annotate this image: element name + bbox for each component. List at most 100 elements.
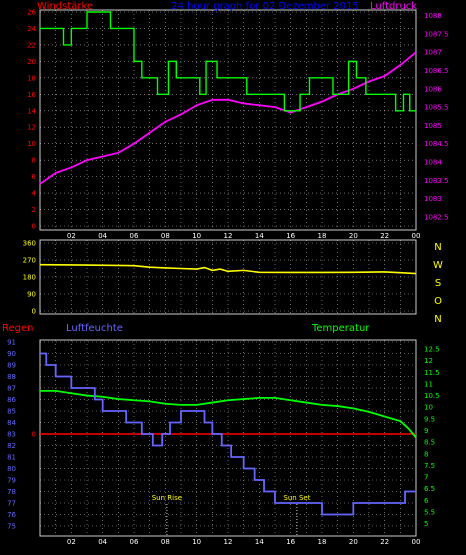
- compass-label: S: [435, 278, 441, 289]
- wind-direction-line: [39, 263, 417, 275]
- humidity-tick: 85: [7, 408, 16, 416]
- pressure-tick: 1087: [424, 49, 442, 57]
- sun-annotation: Sun Rise: [152, 494, 182, 502]
- temperature-tick: 8.5: [424, 439, 435, 447]
- wind-speed-tick: 16: [27, 91, 36, 99]
- pressure-tick: 1085.5: [424, 104, 449, 112]
- temperature-tick: 9: [424, 427, 428, 435]
- humidity-tick: 88: [7, 373, 16, 381]
- x-tick-label: 20: [349, 232, 358, 240]
- temperature-tick: 12.5: [424, 345, 440, 353]
- x-tick-label: 22: [380, 232, 389, 240]
- humidity-tick: 82: [7, 442, 16, 450]
- x-tick-label: 00: [412, 232, 421, 240]
- pressure-tick: 1087.5: [424, 30, 449, 38]
- temperature-tick: 6.5: [424, 485, 435, 493]
- x-tick-label: 04: [98, 538, 107, 546]
- temperature-tick: 12: [424, 357, 433, 365]
- x-tick-label: 02: [67, 232, 76, 240]
- x-tick-label: 22: [380, 538, 389, 546]
- x-tick-label: 10: [192, 538, 201, 546]
- pressure-tick: 1085: [424, 122, 442, 130]
- humidity-tick: 90: [7, 350, 16, 358]
- humidity-tick: 87: [7, 385, 16, 393]
- temperature-tick: 7: [424, 474, 428, 482]
- temperature-tick: 9.5: [424, 415, 435, 423]
- x-tick-label: 10: [192, 232, 201, 240]
- humidity-tick: 81: [7, 454, 16, 462]
- sun-annotation: Sun Set: [283, 494, 310, 502]
- direction-degree-tick: 270: [23, 257, 36, 265]
- wind-speed-tick: 20: [27, 58, 36, 66]
- chart-title: 24 hour graph for 02 Dezember 2015: [171, 1, 359, 12]
- wind-speed-tick: 18: [27, 74, 36, 82]
- wind-speed-tick: 6: [32, 173, 37, 181]
- direction-degree-tick: 90: [27, 291, 36, 299]
- compass-label: W: [433, 260, 443, 271]
- humidity-tick: 77: [7, 500, 16, 508]
- temperature-tick: 5.5: [424, 509, 435, 517]
- humidity-tick: 80: [7, 465, 16, 473]
- temperature-tick: 8: [424, 450, 428, 458]
- temperature-tick: 10: [424, 404, 433, 412]
- x-tick-label: 20: [349, 538, 358, 546]
- pressure-tick: 1088: [424, 12, 442, 20]
- humidity-tick: 86: [7, 396, 16, 404]
- pressure-tick: 1086: [424, 85, 442, 93]
- compass-label: N: [434, 314, 441, 325]
- wind-speed-tick: 4: [32, 190, 37, 198]
- x-tick-label: 18: [318, 232, 327, 240]
- wind-speed-tick: 14: [27, 107, 36, 115]
- pressure-tick: 1083: [424, 195, 442, 203]
- x-tick-label: 16: [286, 538, 295, 546]
- direction-degree-tick: 360: [23, 240, 36, 248]
- wind-speed-tick: 22: [27, 41, 36, 49]
- pressure-tick: 1084: [424, 158, 442, 166]
- wind-speed-line: [40, 11, 416, 112]
- wind-speed-tick: 24: [27, 25, 36, 33]
- humidity-tick: 84: [7, 419, 16, 427]
- x-tick-label: 04: [98, 232, 107, 240]
- x-tick-label: 18: [318, 538, 327, 546]
- pressure-tick: 1084.5: [424, 140, 449, 148]
- x-tick-label: 08: [161, 538, 170, 546]
- temperature-tick: 6: [424, 497, 429, 505]
- temperature-tick: 5: [424, 520, 428, 528]
- humidity-tick: 75: [7, 523, 16, 531]
- humidity-label: Luftfeuchte: [66, 323, 123, 334]
- humidity-tick: 76: [7, 511, 16, 519]
- pressure-tick: 1083.5: [424, 177, 449, 185]
- temperature-line: [40, 390, 417, 439]
- x-tick-label: 06: [130, 538, 139, 546]
- wind-speed-tick: 12: [27, 124, 36, 132]
- x-tick-label: 02: [67, 538, 76, 546]
- humidity-tick: 89: [7, 362, 16, 370]
- humidity-tick: 79: [7, 477, 16, 485]
- wind-speed-tick: 26: [27, 9, 36, 17]
- wind-speed-tick: 2: [32, 206, 36, 214]
- temperature-tick: 11: [424, 380, 433, 388]
- rain-label: Regen: [2, 323, 34, 334]
- humidity-tick: 78: [7, 488, 16, 496]
- x-tick-label: 06: [130, 232, 139, 240]
- humidity-tick: 83: [7, 431, 16, 439]
- x-tick-label: 14: [255, 538, 264, 546]
- pressure-label: Luftdruck: [370, 1, 417, 12]
- wind-speed-label: Windstärke: [37, 1, 93, 12]
- temperature-tick: 10.5: [424, 392, 440, 400]
- wind-speed-tick: 10: [27, 140, 36, 148]
- compass-label: N: [434, 242, 441, 253]
- direction-degree-tick: 180: [23, 274, 36, 282]
- temperature-tick: 7.5: [424, 462, 435, 470]
- rain-tick: 0: [32, 431, 36, 439]
- x-tick-label: 08: [161, 232, 170, 240]
- wind-speed-tick: 8: [32, 157, 36, 165]
- x-tick-label: 14: [255, 232, 264, 240]
- x-tick-label: 12: [224, 232, 233, 240]
- x-tick-label: 12: [224, 538, 233, 546]
- humidity-tick: 91: [7, 339, 16, 347]
- pressure-line: [39, 51, 417, 185]
- temperature-label: Temperatur: [311, 323, 370, 334]
- humidity-line: [40, 352, 416, 516]
